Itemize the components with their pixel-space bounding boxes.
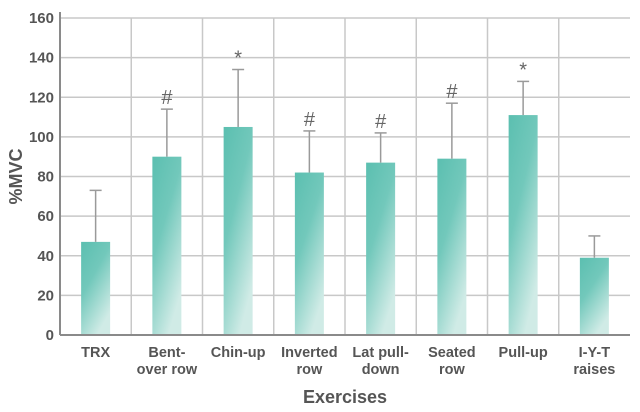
x-tick-label: Chin-up <box>211 345 266 361</box>
significance-marker: * <box>234 48 242 70</box>
significance-marker: * <box>519 59 527 81</box>
x-tick-label: Seated <box>428 345 476 361</box>
x-tick-label: Pull-up <box>499 345 548 361</box>
x-tick-label: down <box>362 362 400 378</box>
y-tick-label: 40 <box>37 248 54 265</box>
y-tick-label: 160 <box>29 10 54 27</box>
y-tick-label: 60 <box>37 208 54 225</box>
y-tick-label: 0 <box>46 327 54 344</box>
y-tick-label: 20 <box>37 287 54 304</box>
x-tick-label: row <box>296 362 323 378</box>
significance-marker: # <box>375 111 387 133</box>
bar <box>508 115 538 335</box>
bar <box>579 257 609 335</box>
x-tick-label: Lat pull- <box>352 345 409 361</box>
x-tick-label: raises <box>573 362 615 378</box>
x-tick-label: row <box>439 362 466 378</box>
y-tick-label: 80 <box>37 169 54 186</box>
y-axis-title: %MVC <box>6 148 26 204</box>
x-tick-label: TRX <box>81 345 110 361</box>
x-tick-label: Bent- <box>148 345 185 361</box>
x-tick-label: over row <box>137 362 198 378</box>
y-tick-label: 120 <box>29 89 54 106</box>
significance-marker: # <box>304 109 316 131</box>
bar <box>366 162 396 335</box>
x-tick-label: I-Y-T <box>579 345 611 361</box>
x-axis-title: Exercises <box>303 387 387 407</box>
significance-marker: # <box>161 87 173 109</box>
bar <box>81 241 111 335</box>
y-tick-label: 140 <box>29 50 54 67</box>
bar <box>152 156 182 335</box>
significance-marker: # <box>446 81 458 103</box>
bar <box>223 126 253 335</box>
bar <box>437 158 467 335</box>
x-tick-label: Inverted <box>281 345 337 361</box>
y-tick-label: 100 <box>29 129 54 146</box>
bar <box>294 172 324 335</box>
